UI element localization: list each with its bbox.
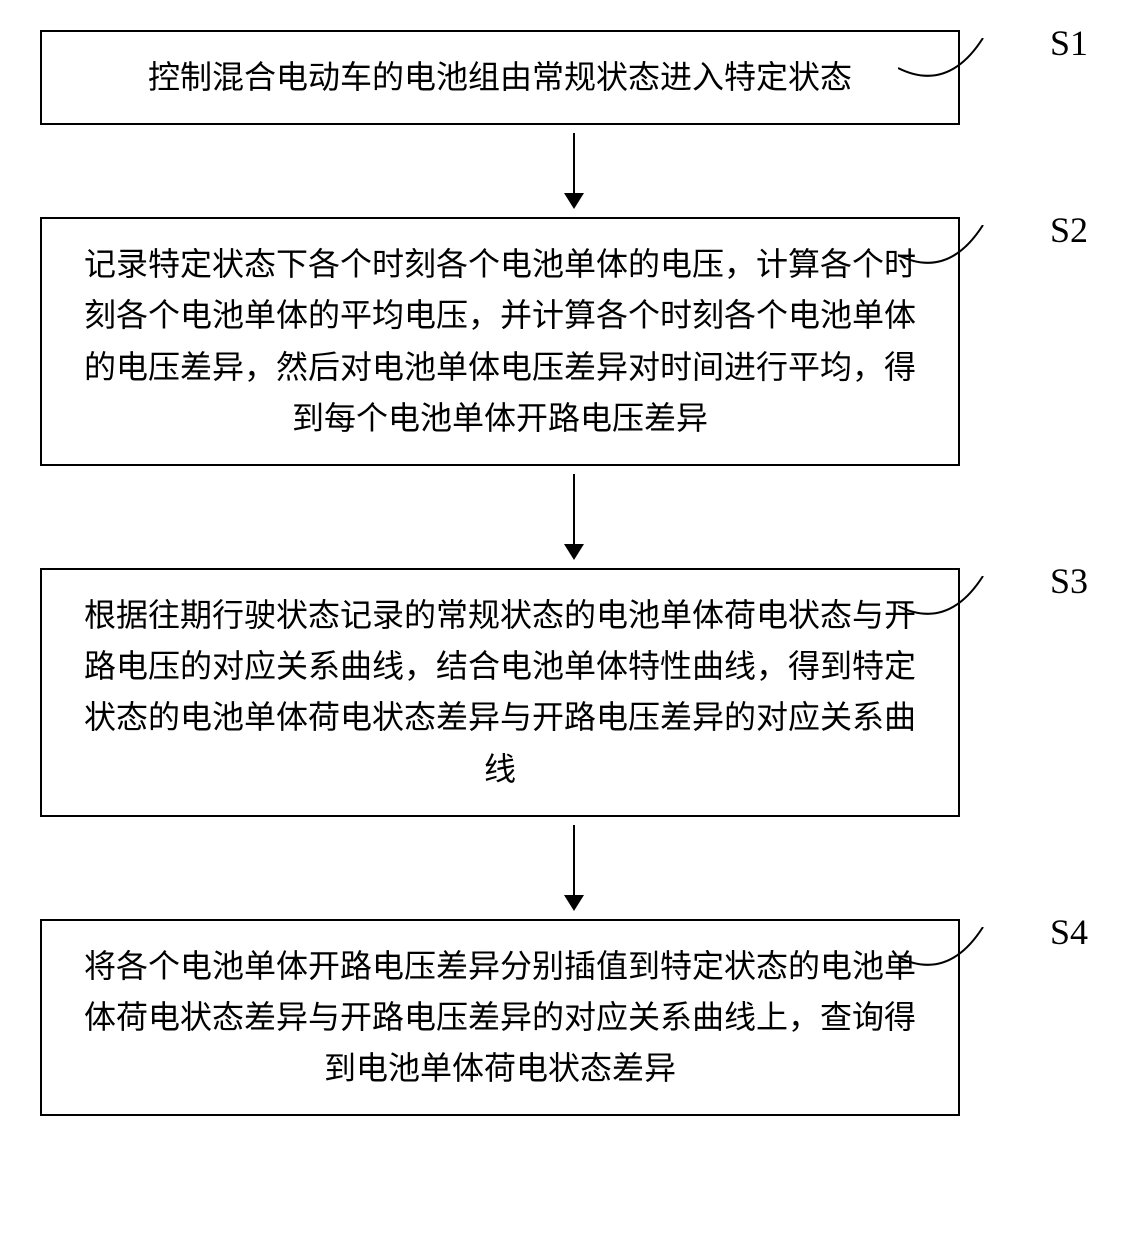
arrow-line <box>573 474 575 544</box>
connector-curve-s1 <box>898 38 988 98</box>
step-text-s3: 根据往期行驶状态记录的常规状态的电池单体荷电状态与开路电压的对应关系曲线，结合电… <box>84 597 916 787</box>
step-box-s3: 根据往期行驶状态记录的常规状态的电池单体荷电状态与开路电压的对应关系曲线，结合电… <box>40 568 960 817</box>
step-label-s3: S3 <box>1050 560 1088 602</box>
arrow-line <box>573 133 575 193</box>
arrow-s1-s2 <box>114 133 1034 209</box>
arrow-line <box>573 825 575 895</box>
flowchart-container: 控制混合电动车的电池组由常规状态进入特定状态 S1 记录特定状态下各个时刻各个电… <box>40 30 1108 1116</box>
step-text-s2: 记录特定状态下各个时刻各个电池单体的电压，计算各个时刻各个电池单体的平均电压，并… <box>84 246 916 436</box>
step-box-s4: 将各个电池单体开路电压差异分别插值到特定状态的电池单体荷电状态差异与开路电压差异… <box>40 919 960 1117</box>
step-wrapper-s2: 记录特定状态下各个时刻各个电池单体的电压，计算各个时刻各个电池单体的平均电压，并… <box>40 217 1108 466</box>
step-box-s2: 记录特定状态下各个时刻各个电池单体的电压，计算各个时刻各个电池单体的平均电压，并… <box>40 217 960 466</box>
arrow-head-icon <box>564 193 584 209</box>
step-text-s1: 控制混合电动车的电池组由常规状态进入特定状态 <box>148 59 852 95</box>
arrow-head-icon <box>564 544 584 560</box>
arrow-s3-s4 <box>114 825 1034 911</box>
step-box-s1: 控制混合电动车的电池组由常规状态进入特定状态 <box>40 30 960 125</box>
step-wrapper-s1: 控制混合电动车的电池组由常规状态进入特定状态 S1 <box>40 30 1108 125</box>
step-text-s4: 将各个电池单体开路电压差异分别插值到特定状态的电池单体荷电状态差异与开路电压差异… <box>84 948 916 1086</box>
step-label-s2: S2 <box>1050 209 1088 251</box>
step-label-s4: S4 <box>1050 911 1088 953</box>
connector-curve-s4 <box>898 927 988 987</box>
connector-curve-s3 <box>898 576 988 636</box>
step-wrapper-s4: 将各个电池单体开路电压差异分别插值到特定状态的电池单体荷电状态差异与开路电压差异… <box>40 919 1108 1117</box>
connector-curve-s2 <box>898 225 988 285</box>
arrow-s2-s3 <box>114 474 1034 560</box>
step-wrapper-s3: 根据往期行驶状态记录的常规状态的电池单体荷电状态与开路电压的对应关系曲线，结合电… <box>40 568 1108 817</box>
arrow-head-icon <box>564 895 584 911</box>
step-label-s1: S1 <box>1050 22 1088 64</box>
